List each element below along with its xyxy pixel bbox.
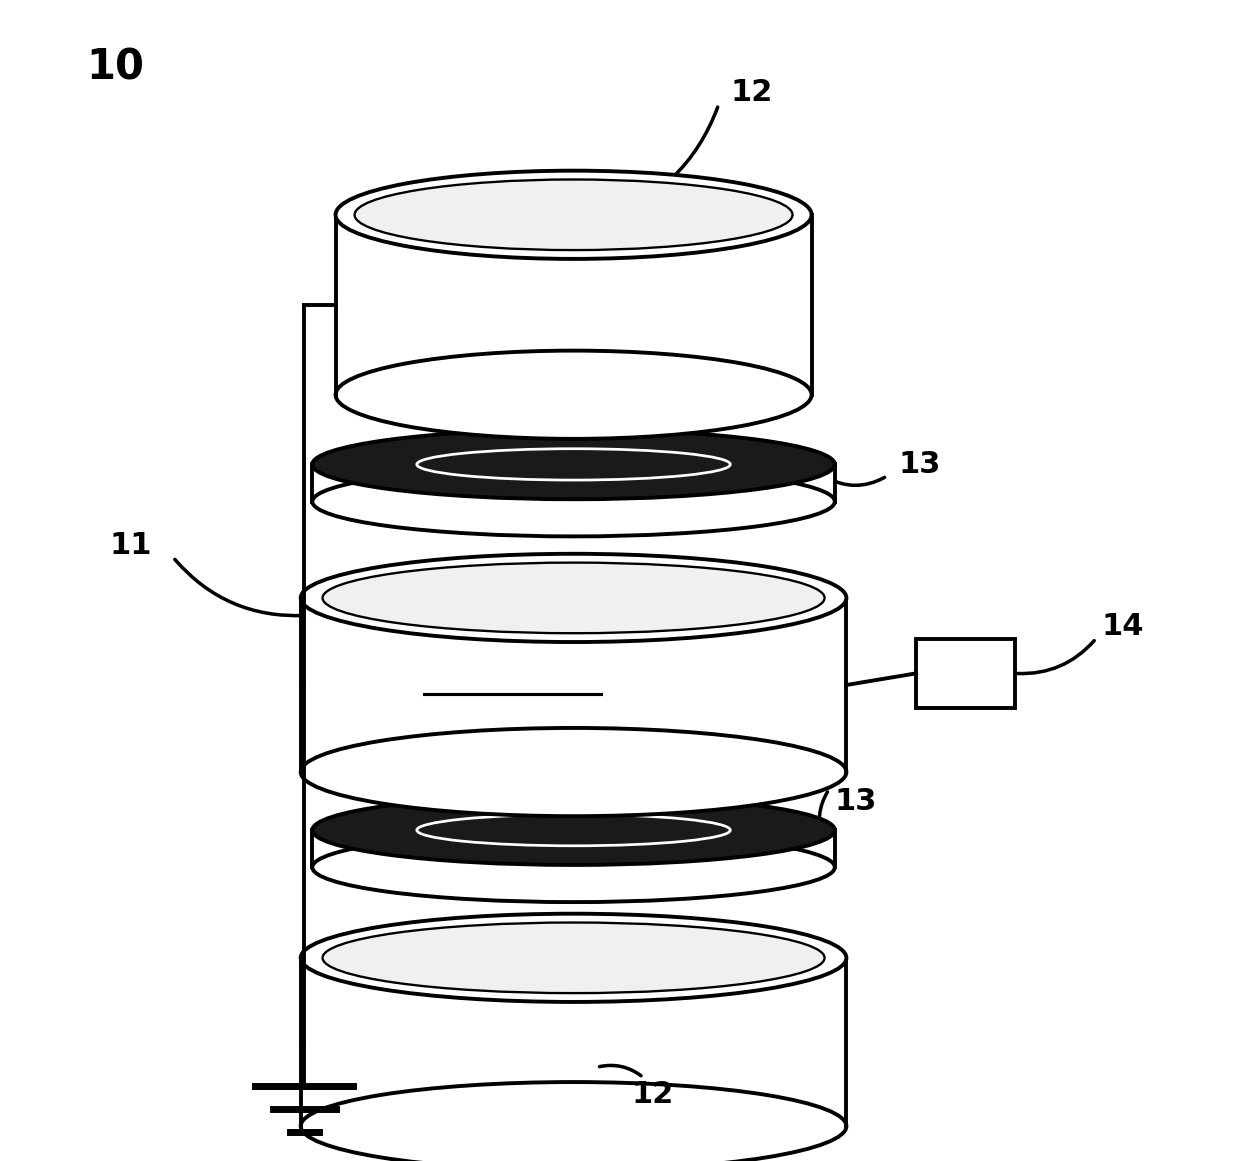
Ellipse shape [301,554,847,642]
Bar [916,639,1014,708]
Ellipse shape [301,728,847,816]
Ellipse shape [312,832,835,902]
Text: 10: 10 [86,46,144,88]
Text: 13: 13 [899,450,941,478]
Bar [312,830,835,867]
Ellipse shape [355,180,792,250]
Ellipse shape [322,923,825,993]
Text: 11: 11 [109,532,151,560]
Ellipse shape [312,430,835,499]
Ellipse shape [322,563,825,633]
Ellipse shape [301,1082,847,1161]
Ellipse shape [336,351,811,439]
Text: 12: 12 [730,79,773,107]
Ellipse shape [336,171,811,259]
Text: 14: 14 [1102,613,1145,641]
Bar [301,598,847,772]
Ellipse shape [312,795,835,865]
Text: 12: 12 [631,1081,675,1109]
Bar [336,215,811,395]
Bar [301,958,847,1126]
Ellipse shape [301,914,847,1002]
Text: 13: 13 [835,787,877,815]
Bar [312,464,835,502]
Ellipse shape [312,467,835,536]
